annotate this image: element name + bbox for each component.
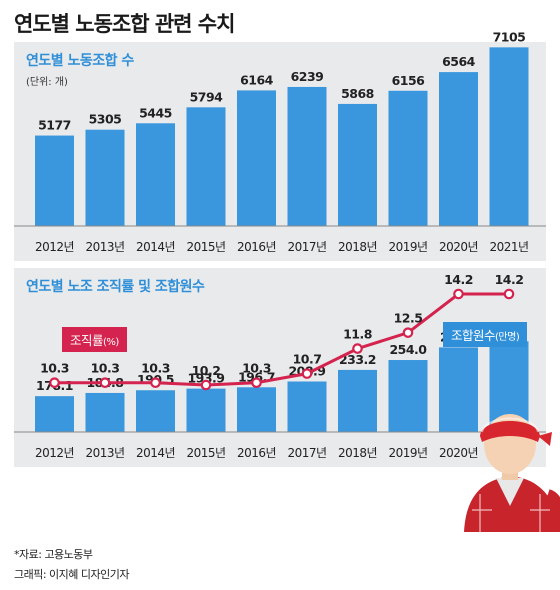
rate-point [301,368,313,379]
rate-point [150,377,161,389]
union-count-bar [439,72,478,226]
members-tick-label: 2015년 [186,446,225,460]
worker-hair-icon [481,417,539,433]
union-count-value-label: 6239 [291,69,324,84]
members-tick-label: 2016년 [237,446,276,460]
members-tick-label: 2012년 [35,446,74,460]
union-count-tick-label: 2013년 [85,240,124,254]
union-count-bar [85,129,125,226]
source-note: *자료: 고용노동부 [14,548,93,561]
rate-legend-label: 조직률 [70,333,104,348]
union-count-tick-label: 2019년 [388,240,427,254]
members-legend-tag: 조합원수(만명) [443,322,528,347]
union-count-tick-label: 2014년 [136,240,175,254]
members-legend-label: 조합원수 [451,328,496,343]
members-tick-label: 2013년 [85,446,124,460]
union-count-bar [489,47,529,226]
rate-value-label: 14.2 [495,272,524,287]
union-count-bar [136,123,175,226]
members-bar [85,392,125,432]
union-count-bar [35,135,74,226]
members-tick-label: 2019년 [388,446,427,460]
union-count-bar [237,90,276,226]
members-bar [287,381,327,432]
union-count-tick-label: 2020년 [439,240,478,254]
members-tick-label: 2014년 [136,446,175,460]
members-value-label: 254.0 [389,342,427,357]
union-count-value-label: 6164 [240,72,274,87]
union-count-value-label: 5177 [38,118,71,133]
rate-point [200,379,212,391]
union-count-tick-label: 2018년 [338,240,377,254]
union-count-value-label: 6156 [392,73,426,88]
rate-point [99,377,111,389]
union-count-bar [338,103,377,226]
worker-vest-icon [464,476,560,532]
rate-value-label: 10.3 [242,361,271,376]
members-value-label: 193.9 [187,371,224,386]
members-bar [439,347,478,432]
worker-collar-icon [496,478,524,506]
page-title: 연도별 노동조합 관련 수치 [14,12,235,36]
rate-value-label: 12.5 [394,311,423,326]
rate-value-label: 11.8 [343,327,372,342]
worker-vest-stitching-icon [472,494,550,532]
union-count-title: 연도별 노동조합 수 [26,53,134,69]
rate-value-label: 10.3 [40,361,69,376]
worker-headband-icon [480,421,540,442]
members-bar [338,369,377,432]
worker-arm-icon [545,489,560,532]
worker-illustration [464,414,560,532]
rate-value-label: 14.2 [444,272,473,287]
rate-point [402,327,414,338]
union-count-bar [287,86,327,226]
union-count-tick-label: 2012년 [35,240,74,254]
rate-legend-unit: (%) [103,337,119,348]
union-count-bar [388,90,428,226]
members-tick-label: 2018년 [338,446,377,460]
credit-note: 그래픽: 이지혜 디자인기자 [14,568,130,581]
rate-value-label: 10.2 [192,363,221,378]
members-tick-label: 2017년 [287,446,326,460]
union-count-bar [186,107,226,226]
members-bar [186,388,226,432]
union-count-unit: (단위: 개) [26,77,68,88]
worker-headband-knot-icon [538,432,552,446]
members-bar [388,360,428,432]
rate-value-label: 10.3 [91,361,120,376]
members-bar [35,396,74,432]
rate-point [352,343,363,354]
rate-legend-tag: 조직률(%) [62,327,127,352]
rate-point [503,288,515,300]
union-count-tick-label: 2015년 [186,240,225,254]
union-count-value-label: 5305 [89,112,122,127]
rate-point [49,377,60,389]
members-tick-label: 2020년 [439,446,478,460]
union-count-value-label: 5868 [341,86,374,101]
union-count-tick-label: 2016년 [237,240,276,254]
union-count-tick-label: 2021년 [489,240,528,254]
members-bar [136,390,175,432]
union-count-value-label: 7105 [493,29,526,44]
union-count-value-label: 5794 [190,89,224,104]
union-count-panel: 연도별 노동조합 수 (단위: 개) 5177 5305 5445 5794 6164 6… [14,29,546,261]
rate-line [54,292,509,387]
rate-point [453,288,464,300]
union-rate-title: 연도별 노조 조직률 및 조합원수 [26,279,205,295]
rate-value-label: 10.3 [141,361,170,376]
members-legend-unit: (만명) [495,332,520,343]
members-value-label: 233.2 [339,352,376,367]
union-count-tick-label: 2017년 [287,240,326,254]
rate-point [251,377,262,389]
union-count-chart: 5177 5305 5445 5794 6164 6239 5868 6156 6564 7105… [14,29,546,254]
rate-value-label: 10.7 [293,352,322,367]
union-count-value-label: 6564 [442,54,476,69]
union-count-value-label: 5445 [139,105,172,120]
members-bar [237,387,276,432]
